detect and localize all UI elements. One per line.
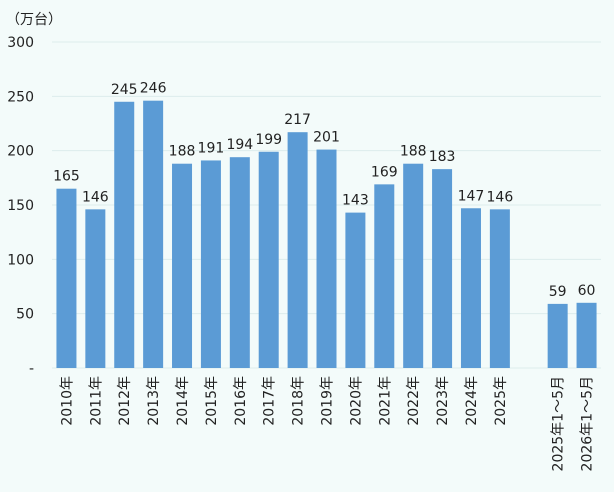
x-tick-label: 2018年 bbox=[291, 376, 307, 426]
data-label: 183 bbox=[429, 149, 456, 165]
data-label: 165 bbox=[53, 169, 80, 185]
y-tick-label: 300 bbox=[7, 35, 34, 51]
bars bbox=[56, 100, 597, 369]
data-label: 146 bbox=[82, 189, 109, 205]
x-tick-label: 2014年 bbox=[175, 376, 191, 426]
x-axis-labels: 2010年 2011年 2012年 2013年 2014年 2015年 2016年 2017年… bbox=[59, 376, 595, 471]
x-tick-label: 2013年 bbox=[146, 376, 162, 426]
bar bbox=[258, 151, 279, 368]
unit-label: （万台） bbox=[6, 12, 62, 28]
bar bbox=[172, 163, 193, 368]
bar bbox=[200, 160, 221, 368]
bar bbox=[114, 101, 135, 369]
bar bbox=[374, 184, 395, 368]
x-tick-label: 2020年 bbox=[348, 376, 364, 426]
data-label: 188 bbox=[169, 144, 196, 160]
data-label: 146 bbox=[487, 189, 514, 205]
bar bbox=[143, 100, 164, 369]
data-label: 194 bbox=[226, 137, 253, 153]
y-tick-label: 150 bbox=[7, 198, 34, 214]
bar bbox=[287, 132, 308, 368]
x-tick-label: 2016年 bbox=[233, 376, 249, 426]
data-label: 60 bbox=[578, 283, 596, 299]
x-tick-label: 2024年 bbox=[464, 376, 480, 426]
bar bbox=[547, 303, 568, 368]
data-label: 246 bbox=[140, 81, 167, 97]
bar bbox=[403, 163, 424, 368]
data-label: 199 bbox=[255, 132, 282, 148]
x-tick-label: 2017年 bbox=[262, 376, 278, 426]
bar bbox=[576, 302, 597, 368]
x-tick-label: 2025年1～5月 bbox=[551, 376, 567, 471]
data-label: 147 bbox=[458, 188, 485, 204]
y-tick-label: 50 bbox=[16, 307, 34, 323]
y-tick-label: - bbox=[29, 361, 34, 377]
data-label: 191 bbox=[198, 140, 225, 156]
data-label: 59 bbox=[549, 284, 567, 300]
bar bbox=[85, 209, 106, 368]
x-tick-label: 2015年 bbox=[204, 376, 220, 426]
bar bbox=[56, 188, 77, 368]
bar bbox=[460, 208, 481, 368]
x-tick-label: 2012年 bbox=[117, 376, 133, 426]
x-tick-label: 2022年 bbox=[406, 376, 422, 426]
x-tick-label: 2026年1～5月 bbox=[580, 376, 596, 471]
data-label: 188 bbox=[400, 144, 427, 160]
data-label: 143 bbox=[342, 193, 369, 209]
x-tick-label: 2023年 bbox=[435, 376, 451, 426]
data-label: 217 bbox=[284, 112, 311, 128]
x-tick-label: 2021年 bbox=[377, 376, 393, 426]
x-tick-label: 2011年 bbox=[88, 376, 104, 426]
data-label: 201 bbox=[313, 130, 340, 146]
y-tick-label: 200 bbox=[7, 144, 34, 160]
y-axis-ticks: - 50 100 150 200 250 300 bbox=[7, 35, 34, 377]
bar bbox=[229, 157, 250, 368]
bar bbox=[316, 149, 337, 368]
y-tick-label: 250 bbox=[7, 89, 34, 105]
x-tick-label: 2025年 bbox=[493, 376, 509, 426]
bar bbox=[432, 169, 453, 368]
data-label: 169 bbox=[371, 164, 398, 180]
data-label: 245 bbox=[111, 82, 138, 98]
x-tick-label: 2019年 bbox=[320, 376, 336, 426]
bar bbox=[489, 209, 510, 368]
x-tick-label: 2010年 bbox=[59, 376, 75, 426]
y-tick-label: 100 bbox=[7, 252, 34, 268]
bar bbox=[345, 212, 366, 368]
